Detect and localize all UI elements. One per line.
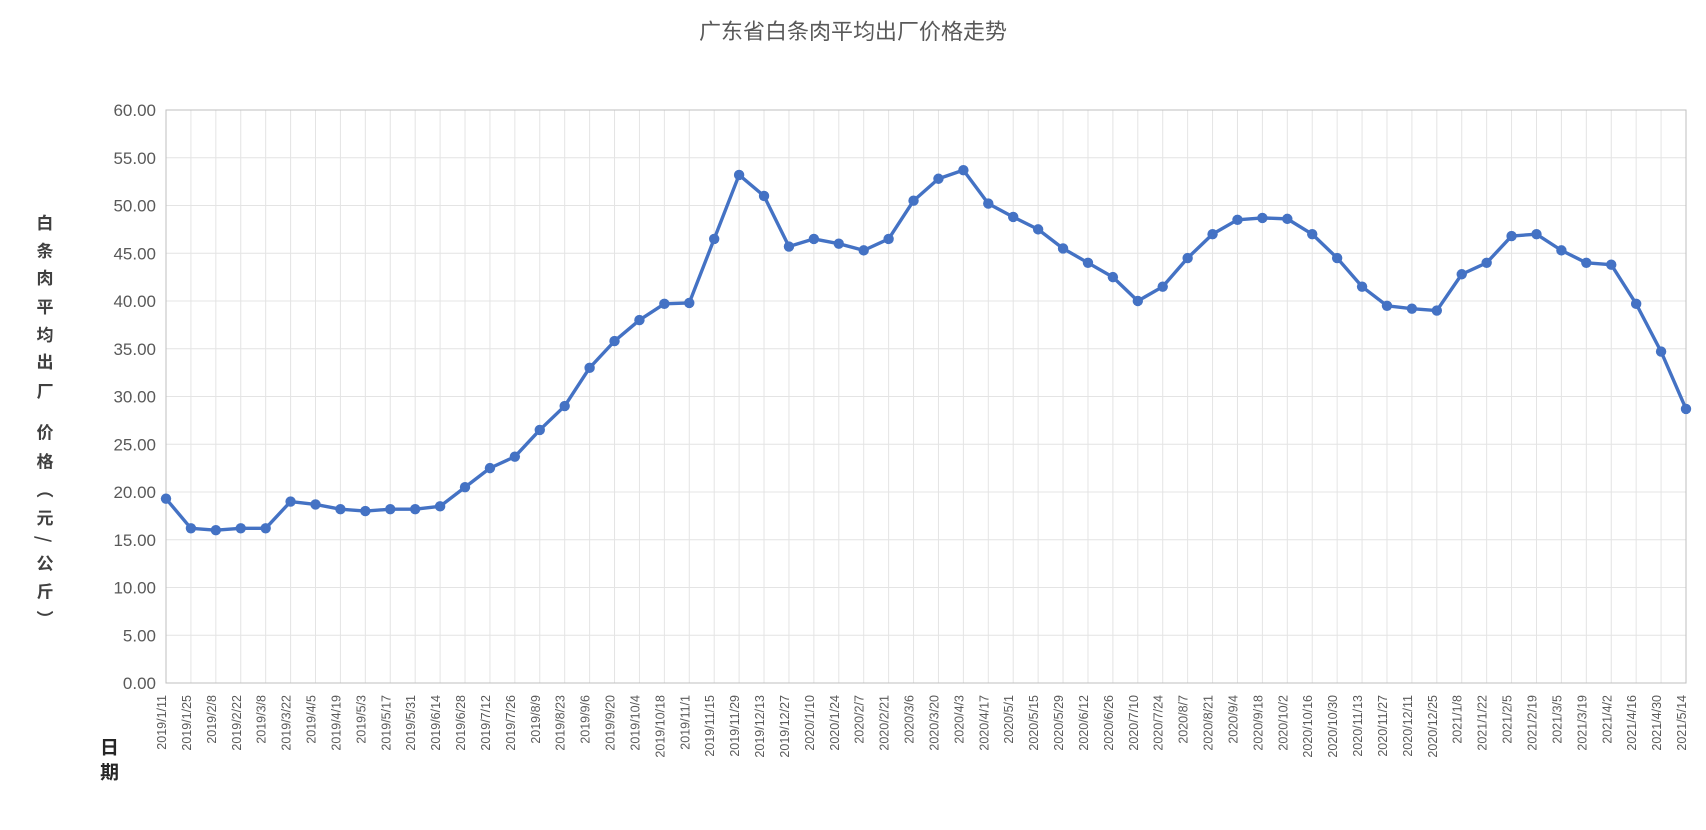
svg-text:50.00: 50.00 bbox=[113, 197, 156, 216]
svg-text:2020/12/11: 2020/12/11 bbox=[1401, 695, 1415, 757]
svg-text:2019/3/22: 2019/3/22 bbox=[280, 695, 294, 751]
svg-text:2019/11/15: 2019/11/15 bbox=[703, 695, 717, 757]
svg-text:2019/6/28: 2019/6/28 bbox=[454, 695, 468, 751]
svg-text:2019/11/29: 2019/11/29 bbox=[728, 695, 742, 757]
svg-text:2019/1/25: 2019/1/25 bbox=[180, 695, 194, 751]
svg-text:2021/2/19: 2021/2/19 bbox=[1525, 695, 1539, 751]
svg-text:2019/12/13: 2019/12/13 bbox=[753, 695, 767, 758]
svg-text:30.00: 30.00 bbox=[113, 388, 156, 407]
svg-text:2020/5/15: 2020/5/15 bbox=[1027, 695, 1041, 751]
svg-text:25.00: 25.00 bbox=[113, 435, 156, 454]
svg-text:2020/11/13: 2020/11/13 bbox=[1351, 695, 1365, 757]
svg-text:2020/3/20: 2020/3/20 bbox=[927, 695, 941, 751]
svg-text:2019/3/8: 2019/3/8 bbox=[255, 695, 269, 744]
svg-text:2020/10/2: 2020/10/2 bbox=[1276, 695, 1290, 751]
svg-text:45.00: 45.00 bbox=[113, 244, 156, 263]
svg-text:2019/5/3: 2019/5/3 bbox=[354, 695, 368, 744]
svg-text:2020/10/16: 2020/10/16 bbox=[1301, 695, 1315, 758]
svg-text:2021/2/5: 2021/2/5 bbox=[1501, 695, 1515, 744]
svg-text:55.00: 55.00 bbox=[113, 149, 156, 168]
svg-text:2020/7/10: 2020/7/10 bbox=[1127, 695, 1141, 751]
svg-text:2019/9/20: 2019/9/20 bbox=[604, 695, 618, 751]
svg-text:2020/1/10: 2020/1/10 bbox=[803, 695, 817, 751]
svg-text:2021/3/19: 2021/3/19 bbox=[1575, 695, 1589, 751]
svg-text:2019/4/19: 2019/4/19 bbox=[329, 695, 343, 751]
svg-text:2019/4/5: 2019/4/5 bbox=[305, 695, 319, 744]
svg-text:2020/12/25: 2020/12/25 bbox=[1426, 695, 1440, 758]
svg-text:2020/6/26: 2020/6/26 bbox=[1102, 695, 1116, 751]
svg-text:2020/2/7: 2020/2/7 bbox=[853, 695, 867, 744]
svg-text:2020/6/12: 2020/6/12 bbox=[1077, 695, 1091, 751]
svg-text:2020/4/3: 2020/4/3 bbox=[952, 695, 966, 744]
svg-text:2020/8/7: 2020/8/7 bbox=[1177, 695, 1191, 744]
svg-text:2021/4/16: 2021/4/16 bbox=[1625, 695, 1639, 751]
svg-text:2021/1/8: 2021/1/8 bbox=[1451, 695, 1465, 744]
svg-text:2020/5/1: 2020/5/1 bbox=[1002, 695, 1016, 744]
svg-text:2020/9/4: 2020/9/4 bbox=[1226, 695, 1240, 744]
svg-text:2021/5/14: 2021/5/14 bbox=[1675, 695, 1689, 751]
svg-text:2020/10/30: 2020/10/30 bbox=[1326, 695, 1340, 758]
svg-text:2019/12/27: 2019/12/27 bbox=[778, 695, 792, 758]
svg-text:2019/6/14: 2019/6/14 bbox=[429, 695, 443, 751]
svg-text:35.00: 35.00 bbox=[113, 340, 156, 359]
svg-text:2021/4/30: 2021/4/30 bbox=[1650, 695, 1664, 751]
svg-text:2019/7/12: 2019/7/12 bbox=[479, 695, 493, 751]
svg-text:2020/1/24: 2020/1/24 bbox=[828, 695, 842, 751]
svg-text:60.00: 60.00 bbox=[113, 101, 156, 120]
svg-text:20.00: 20.00 bbox=[113, 483, 156, 502]
svg-text:15.00: 15.00 bbox=[113, 531, 156, 550]
svg-text:2020/7/24: 2020/7/24 bbox=[1152, 695, 1166, 751]
svg-text:2019/10/18: 2019/10/18 bbox=[653, 695, 667, 758]
svg-text:2020/8/21: 2020/8/21 bbox=[1202, 695, 1216, 751]
svg-text:2019/1/11: 2019/1/11 bbox=[155, 695, 169, 750]
svg-text:2019/5/31: 2019/5/31 bbox=[404, 695, 418, 751]
svg-text:2020/11/27: 2020/11/27 bbox=[1376, 695, 1390, 757]
svg-text:5.00: 5.00 bbox=[123, 626, 156, 645]
svg-text:2019/5/17: 2019/5/17 bbox=[379, 695, 393, 751]
svg-text:10.00: 10.00 bbox=[113, 579, 156, 598]
svg-text:40.00: 40.00 bbox=[113, 292, 156, 311]
svg-text:2019/9/6: 2019/9/6 bbox=[579, 695, 593, 744]
svg-text:2021/3/5: 2021/3/5 bbox=[1550, 695, 1564, 744]
svg-text:2019/10/4: 2019/10/4 bbox=[628, 695, 642, 751]
svg-text:2019/7/26: 2019/7/26 bbox=[504, 695, 518, 751]
svg-text:2020/4/17: 2020/4/17 bbox=[977, 695, 991, 751]
svg-text:2020/2/21: 2020/2/21 bbox=[878, 695, 892, 751]
svg-text:0.00: 0.00 bbox=[123, 674, 156, 693]
svg-text:2019/2/22: 2019/2/22 bbox=[230, 695, 244, 751]
svg-text:2020/9/18: 2020/9/18 bbox=[1251, 695, 1265, 751]
svg-text:2021/4/2: 2021/4/2 bbox=[1600, 695, 1614, 744]
svg-text:2019/11/1: 2019/11/1 bbox=[678, 695, 692, 750]
svg-text:2020/3/6: 2020/3/6 bbox=[903, 695, 917, 744]
svg-text:2019/8/23: 2019/8/23 bbox=[554, 695, 568, 751]
svg-text:2019/8/9: 2019/8/9 bbox=[529, 695, 543, 744]
svg-text:2021/1/22: 2021/1/22 bbox=[1476, 695, 1490, 751]
svg-text:2020/5/29: 2020/5/29 bbox=[1052, 695, 1066, 751]
svg-text:2019/2/8: 2019/2/8 bbox=[205, 695, 219, 744]
